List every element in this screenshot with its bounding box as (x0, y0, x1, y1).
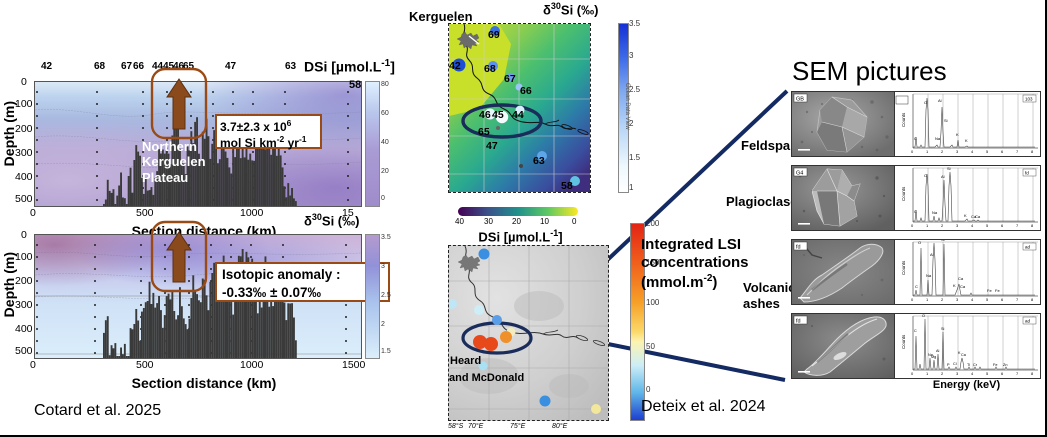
svg-text:Heard: Heard (450, 355, 481, 367)
svg-text:and McDonald: and McDonald (449, 372, 524, 384)
